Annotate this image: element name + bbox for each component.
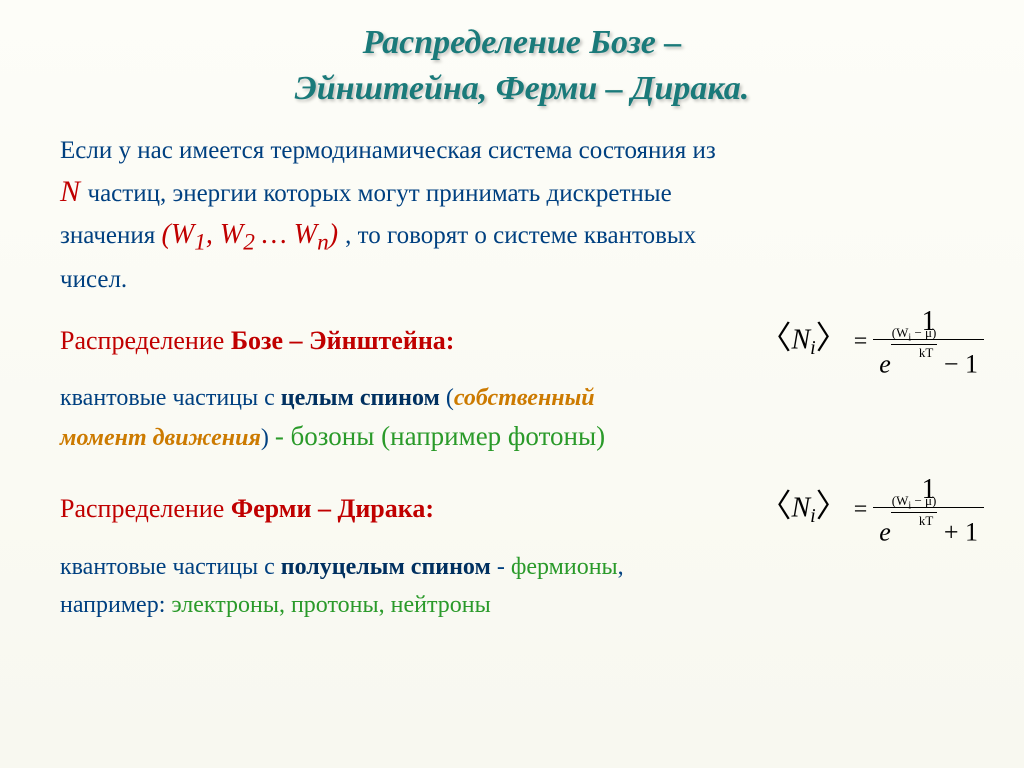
fermi-d1: квантовые частицы с [60,554,281,580]
fermi-label-b: Ферми – Дирака: [231,494,434,523]
fermi-heading: Распределение Ферми – Дирака: [60,491,434,527]
title-line-2: Эйнштейна, Ферми – Дирака. [295,70,750,107]
formula-N-2: N [791,493,810,524]
bose-d1: квантовые частицы с [60,385,281,411]
fermi-d3: - [491,554,511,580]
fermi-formula: 〈Ni〉 = 1 e(Wi − μ)kT + 1 [759,474,984,548]
exp-mu-2: − μ) [911,493,936,508]
formula-N: N [791,325,810,356]
exp-mu: − μ) [911,325,936,340]
symbol-W2a: , W [206,219,243,250]
symbol-dots: … W [255,219,317,250]
e-base-2: e [879,518,891,547]
bose-d3: ( [440,385,454,411]
symbol-W1a: (W [162,219,195,250]
minus-one: − 1 [937,350,978,379]
bose-d7: - бозоны (например фотоны) [275,421,605,451]
bose-row: Распределение Бозе – Эйнштейна: 〈Ni〉 = 1… [60,306,984,380]
intro-text-5: чисел. [60,266,127,293]
sub-2: 2 [243,230,255,256]
bose-label-a: Распределение [60,326,231,355]
symbol-N: N [60,175,88,208]
eq-sign: = [848,329,874,355]
plus-one: + 1 [937,518,978,547]
fermi-d4: фермионы [511,554,618,580]
intro-text-1: Если у нас имеется термодинамическая сис… [60,137,716,164]
fermi-d2: полуцелым спином [281,554,491,580]
exp-kT: kT [891,345,938,359]
fermi-description: квантовые частицы с полуцелым спином - ф… [60,548,984,625]
angle-open: 〈 [759,320,791,356]
eq-sign-2: = [848,497,874,523]
bose-d5: момент движения [60,425,261,451]
angle-open-2: 〈 [759,488,791,524]
e-base: e [879,350,891,379]
intro-text-2: частиц, энергии которых могут принимать … [88,180,672,207]
exp-kT-2: kT [891,513,938,527]
bose-label-b: Бозе – Эйнштейна: [231,326,455,355]
fermi-d7: электроны, протоны, нейтроны [171,592,490,618]
fermi-row: Распределение Ферми – Дирака: 〈Ni〉 = 1 e… [60,474,984,548]
exp-W-2: (W [892,493,909,508]
intro-paragraph: Если у нас имеется термодинамическая сис… [60,132,984,299]
angle-close-2: 〉 [816,488,848,524]
intro-text-4: , то говорят о системе квантовых [345,222,696,249]
slide-title: Распределение Бозе – Эйнштейна, Ферми – … [60,20,984,112]
bose-d4: собственный [454,385,595,411]
fermi-d6: например: [60,592,171,618]
sub-n: n [317,230,329,256]
fermi-d5: , [618,554,624,580]
intro-text-3: значения [60,222,162,249]
angle-close: 〉 [816,320,848,356]
sub-1: 1 [194,230,206,256]
bose-description: квантовые частицы с целым спином (собств… [60,380,984,457]
bose-heading: Распределение Бозе – Эйнштейна: [60,323,454,359]
title-line-1: Распределение Бозе – [363,24,682,61]
fermi-label-a: Распределение [60,494,231,523]
bose-formula: 〈Ni〉 = 1 e(Wi − μ)kT − 1 [759,306,984,380]
bose-d2: целым спином [281,385,440,411]
symbol-close: ) [329,219,338,250]
bose-d6: ) [261,425,275,451]
exp-W: (W [892,325,909,340]
